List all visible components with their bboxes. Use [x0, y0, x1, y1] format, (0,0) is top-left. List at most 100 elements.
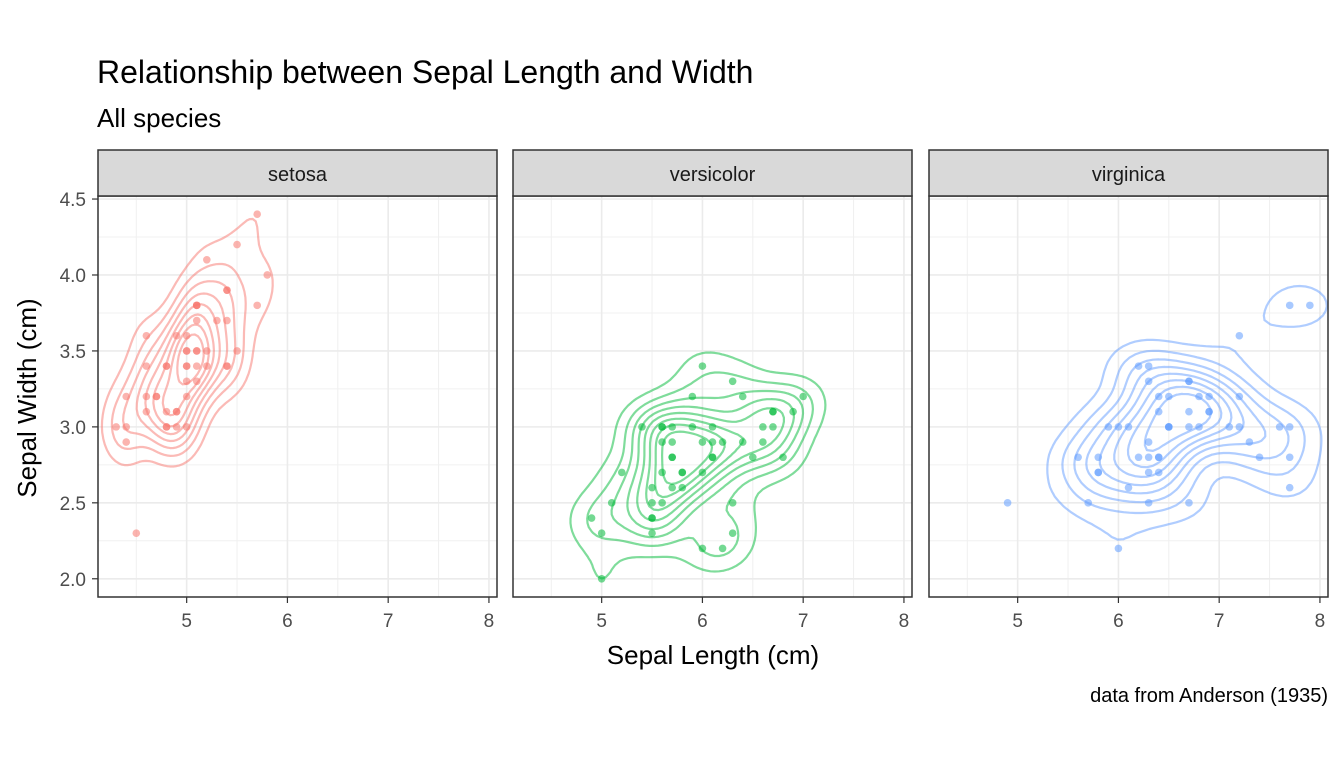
data-point	[182, 392, 191, 401]
data-point	[203, 347, 211, 355]
data-point	[162, 362, 171, 370]
data-point	[1165, 423, 1173, 431]
data-point	[253, 210, 261, 219]
data-point	[769, 423, 777, 431]
data-point	[1124, 483, 1133, 492]
caption: data from Anderson (1935)	[1090, 685, 1328, 707]
density-contour	[586, 371, 814, 558]
data-point	[1235, 392, 1244, 401]
x-tick-label: 8	[1315, 611, 1326, 632]
data-point	[1195, 392, 1203, 401]
data-point	[668, 453, 676, 462]
data-point	[759, 423, 767, 431]
data-point	[648, 499, 656, 507]
data-point	[678, 468, 687, 477]
data-point	[182, 331, 191, 340]
data-point	[182, 423, 191, 431]
data-point	[668, 438, 676, 446]
data-point	[718, 438, 727, 446]
data-point	[172, 331, 181, 340]
y-tick-label: 3.5	[60, 342, 86, 363]
data-point	[1285, 483, 1294, 492]
data-point	[1285, 301, 1294, 310]
x-tick-label: 8	[484, 611, 495, 632]
x-tick-label: 7	[1214, 611, 1225, 632]
data-point	[1255, 453, 1264, 462]
data-point	[738, 392, 747, 401]
data-point	[213, 316, 221, 325]
data-point	[698, 438, 707, 446]
data-point	[1285, 453, 1294, 462]
data-point	[789, 407, 797, 416]
data-point	[638, 423, 646, 431]
density-contour	[100, 217, 274, 468]
data-point	[648, 529, 656, 538]
data-point	[122, 392, 131, 401]
data-point	[172, 423, 181, 431]
data-point	[648, 483, 656, 492]
data-point	[1185, 423, 1193, 431]
x-tick-label: 5	[181, 611, 192, 632]
data-point	[587, 514, 596, 522]
x-tick-label: 8	[899, 611, 910, 632]
data-point	[658, 438, 666, 446]
data-point	[1134, 362, 1143, 370]
data-point	[182, 377, 191, 386]
data-point	[728, 529, 737, 538]
density-contour	[152, 313, 215, 428]
facet-panels: 2.0 2.5 3.0 3.5 4.0 4.5 setosa 5 6 7 8 versicolor 5 6…	[60, 149, 1329, 632]
density-contour	[636, 407, 785, 522]
data-point	[708, 453, 717, 462]
data-point	[1185, 499, 1193, 507]
density-contour	[654, 423, 726, 499]
data-point	[658, 423, 666, 431]
data-point	[192, 347, 201, 355]
data-point	[648, 514, 656, 522]
data-point	[749, 453, 757, 462]
data-point	[223, 286, 231, 294]
data-point	[112, 423, 120, 431]
data-point	[223, 316, 231, 325]
data-point	[253, 301, 261, 310]
data-point	[192, 301, 201, 310]
data-point	[1285, 423, 1294, 431]
data-point	[1154, 453, 1163, 462]
data-point	[203, 362, 211, 370]
facet-strip-label: setosa	[268, 164, 328, 186]
data-point	[1074, 453, 1082, 462]
data-point	[1094, 468, 1103, 477]
data-point	[1114, 544, 1123, 553]
density-contour	[1046, 284, 1328, 541]
y-tick-label: 4.5	[60, 190, 86, 211]
data-point	[132, 529, 141, 538]
data-point	[728, 499, 737, 507]
data-point	[1144, 499, 1153, 507]
data-point	[1094, 453, 1103, 462]
x-tick-label: 6	[697, 611, 708, 632]
data-point	[718, 544, 727, 553]
data-point	[738, 438, 747, 446]
data-point	[1205, 392, 1213, 401]
data-point	[708, 423, 717, 431]
data-point	[1144, 362, 1153, 370]
data-point	[678, 483, 687, 492]
data-point	[182, 347, 191, 355]
data-point	[698, 468, 707, 477]
x-tick-label: 6	[1113, 611, 1124, 632]
data-point	[1154, 468, 1163, 477]
facet-strip	[512, 149, 913, 197]
facet-strip	[97, 149, 498, 197]
density-contour	[1073, 358, 1290, 504]
data-point	[688, 423, 697, 431]
chart-subtitle: All species	[97, 103, 221, 133]
data-point	[1114, 423, 1123, 431]
data-point	[597, 529, 606, 538]
x-tick-label: 7	[798, 611, 809, 632]
data-point	[192, 362, 201, 370]
data-point	[142, 362, 151, 370]
data-point	[799, 392, 807, 401]
y-tick-label: 3.0	[60, 418, 86, 439]
x-tick-label: 5	[1012, 611, 1023, 632]
data-point	[1003, 499, 1012, 507]
